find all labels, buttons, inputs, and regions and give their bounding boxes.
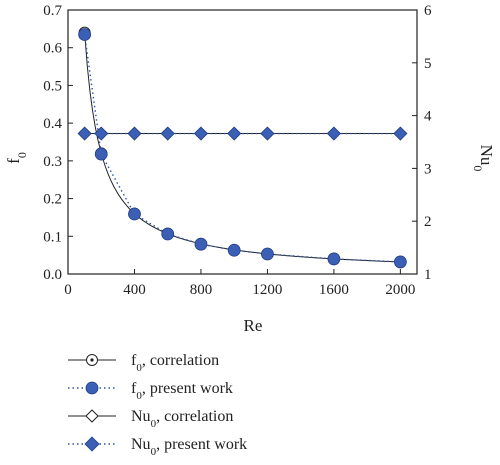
y-left-tick-label: 0.6 [43, 41, 62, 57]
y-right-tick-label: 3 [424, 161, 432, 177]
y-left-tick-label: 0.1 [43, 229, 62, 245]
x-tick-label: 400 [123, 282, 146, 298]
y-left-tick-label: 0.3 [43, 154, 62, 170]
x-tick-label: 2000 [385, 282, 415, 298]
nu0-present-point [326, 126, 341, 141]
f0-present-point [128, 207, 141, 221]
y-left-tick-label: 0.4 [43, 116, 62, 132]
svg-text:Nu0, correlation: Nu0, correlation [131, 408, 233, 430]
svg-text:f0, correlation: f0, correlation [131, 352, 219, 374]
f0-present-point [261, 247, 274, 261]
nu0-present-point [94, 126, 109, 141]
plot-frame [67, 9, 418, 275]
svg-text:f0, present work: f0, present work [131, 380, 233, 402]
svg-text:Nu0, present work: Nu0, present work [131, 436, 247, 458]
y-right-tick-label: 5 [424, 56, 432, 72]
y-left-tick-label: 0.5 [43, 78, 62, 94]
x-tick-label: 1600 [319, 282, 349, 298]
x-axis-title: Re [244, 316, 263, 335]
nu0-present-point [260, 126, 275, 141]
f0-present-point [194, 237, 208, 251]
nu0-present-point [227, 126, 242, 141]
legend-item-nu0-present-work: Nu0, present work [68, 436, 247, 458]
y-right-tick-label: 4 [424, 109, 432, 125]
legend-item-f0-correlation: f0, correlation [68, 352, 219, 374]
y-left-tick-label: 0.7 [43, 3, 62, 19]
x-tick-label: 0 [64, 282, 72, 298]
f0-present-point [78, 28, 92, 41]
f0-present-point [327, 252, 341, 266]
nu0-present-point [393, 126, 408, 141]
x-tick-label: 1200 [252, 282, 282, 298]
y-right-tick-label: 1 [424, 267, 432, 283]
nu0-present-point [127, 126, 142, 141]
y-left-tick-label: 0.0 [43, 267, 62, 283]
nu0-present-point [77, 126, 92, 141]
legend: f0, correlation f0, present work Nu0, co… [68, 352, 247, 458]
f0-present-point [393, 255, 407, 269]
f0-present-point [161, 227, 175, 241]
legend-item-nu0-correlation: Nu0, correlation [68, 408, 233, 430]
series-line-1 [83, 34, 401, 263]
f0-present-point [227, 243, 241, 257]
nu0-present-point [160, 126, 175, 141]
series-lines [83, 32, 401, 263]
y-right-tick-label: 6 [424, 3, 432, 19]
y-left-axis-title: f0 [4, 152, 29, 164]
legend-item-f0-present-work: f0, present work [68, 380, 233, 402]
axis-ticks: 0 400 800 1200 1600 2000 0.0 0.1 0.2 0.3 0.4 0.5 0.6… [43, 3, 432, 298]
y-right-axis-title: Nu0 [471, 145, 496, 172]
x-tick-label: 800 [190, 282, 213, 298]
series-markers [77, 26, 408, 269]
series-line-0 [84, 32, 401, 263]
nu0-present-point [193, 126, 209, 141]
y-left-tick-label: 0.2 [43, 192, 62, 208]
f0-present-point [94, 147, 108, 161]
y-right-tick-label: 2 [424, 214, 432, 230]
